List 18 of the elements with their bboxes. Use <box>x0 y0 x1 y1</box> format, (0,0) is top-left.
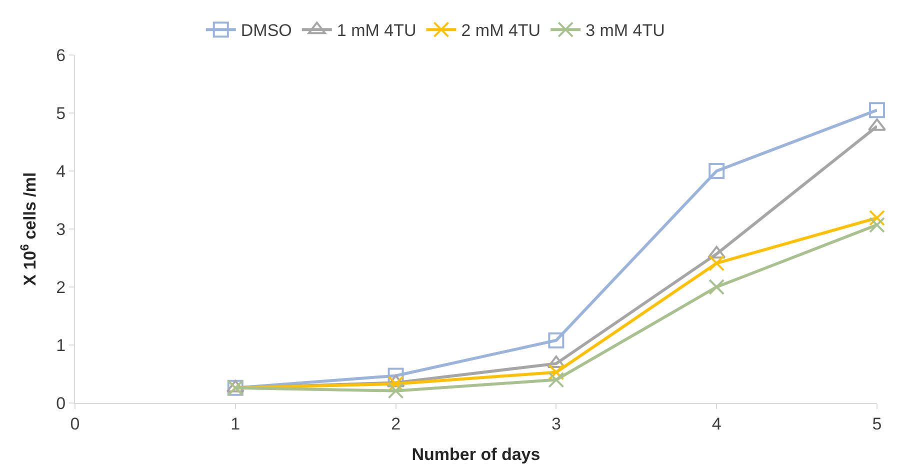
x-tick-label: 1 <box>230 414 240 434</box>
legend-label: 3 mM 4TU <box>586 21 665 40</box>
y-tick-label: 3 <box>56 220 66 239</box>
y-tick-label: 2 <box>56 278 66 297</box>
x-tick-label: 4 <box>712 414 722 434</box>
y-tick-label: 1 <box>56 336 66 355</box>
x-tick-label: 2 <box>391 414 401 434</box>
y-tick-label: 5 <box>56 104 66 123</box>
x-tick-label: 3 <box>551 414 561 434</box>
legend-label: DMSO <box>240 21 292 40</box>
legend-label: 1 mM 4TU <box>336 21 416 40</box>
y-tick-label: 4 <box>56 162 66 181</box>
y-tick-label: 6 <box>56 46 66 65</box>
x-axis-title: Number of days <box>412 444 540 464</box>
legend-label: 2 mM 4TU <box>461 21 541 40</box>
x-tick-label: 5 <box>872 414 882 434</box>
y-tick-label: 0 <box>56 394 66 413</box>
x-tick-label: 0 <box>70 414 80 434</box>
